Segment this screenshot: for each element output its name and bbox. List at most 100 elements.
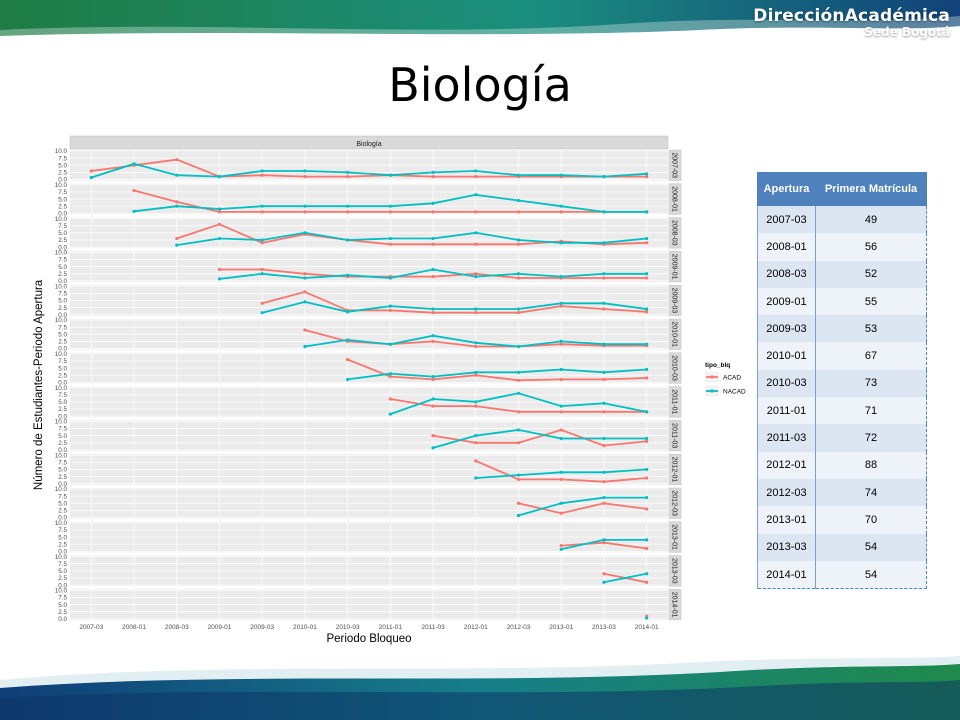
data-point-acad [559,304,563,308]
data-point-acad [431,175,435,179]
table-row: 2008-01 56 [757,233,927,261]
x-tick-label: 2007-03 [79,624,103,631]
data-point-acad [474,272,478,276]
data-point-acad [431,339,435,343]
table-cell-apertura: 2009-01 [757,287,816,316]
data-point-acad [645,241,649,245]
data-point-nacad [559,404,563,408]
data-point-nacad [346,170,350,174]
y-tick-label: 10.0 [55,419,68,426]
data-point-acad [474,175,478,179]
y-tick-label: 2.5 [58,575,67,582]
y-tick-label: 5.0 [58,162,67,169]
legend-label-acad: ACAD [723,375,741,382]
data-point-acad [516,441,521,445]
table-row: 2007-03 49 [757,205,927,234]
data-point-acad [474,459,478,463]
data-point-nacad [388,173,392,177]
data-point-nacad [602,301,606,305]
data-point-acad [388,242,392,246]
y-tick-label: 5.0 [58,399,67,406]
series-line-nacad [432,428,647,449]
data-point-acad [217,267,222,272]
x-tick-label: 2012-03 [507,624,531,631]
panel-strip-label: 2011-03 [671,423,678,448]
panel-strip-label: 2013-01 [671,524,678,550]
data-point-nacad [388,412,392,416]
y-tick-label: 5.0 [58,331,67,338]
table-cell-apertura: 2013-03 [757,533,816,561]
table-cell-apertura: 2008-01 [757,233,816,261]
data-point-nacad [559,367,563,372]
faceted-line-chart: Biología0.02.55.07.510.02007-030.02.55.0… [33,135,746,645]
panel-strip-label: 2010-01 [671,321,678,347]
data-point-acad [559,377,563,382]
data-point-acad [474,242,478,246]
data-point-acad [89,169,93,173]
y-tick-label: 10.0 [55,520,68,527]
data-point-nacad [516,370,521,374]
series-line-acad [91,158,647,178]
data-point-nacad [431,334,435,338]
data-point-acad [474,441,478,445]
data-point-acad [260,267,264,272]
y-tick-label: 7.5 [58,223,67,230]
data-point-acad [260,301,264,305]
panel-strip [668,183,682,215]
x-tick-label: 2012-01 [464,624,488,631]
legend-point-nacad [710,389,714,393]
table-row: 2013-03 54 [757,533,927,561]
data-point-nacad [645,236,649,241]
data-point-acad [559,428,563,432]
data-point-nacad [474,400,478,404]
y-axis-title: Número de Estudiantes-Periodo Apertura [33,279,45,490]
data-point-nacad [303,169,307,173]
table-cell-apertura: 2007-03 [757,205,816,234]
table-cell-primera-matricula: 73 [814,369,927,398]
data-point-nacad [645,172,649,176]
footer-band [0,656,960,720]
data-point-acad [346,175,350,179]
data-point-nacad [645,572,649,576]
data-point-nacad [559,204,563,208]
y-tick-label: 0.0 [58,549,67,556]
data-point-nacad [516,391,521,395]
table-header-apertura: Apertura [757,172,816,206]
data-point-nacad [388,372,392,376]
table-cell-apertura: 2014-01 [757,560,816,589]
y-tick-label: 2.5 [58,609,67,616]
table-cell-primera-matricula: 54 [814,560,927,589]
table-cell-primera-matricula: 70 [814,506,927,534]
data-point-nacad [388,204,392,208]
table-cell-primera-matricula: 49 [814,205,927,234]
table-cell-primera-matricula: 53 [814,315,927,343]
y-tick-label: 0.0 [58,515,67,522]
logo-main-text: DirecciónAcadémica [753,6,950,26]
data-point-nacad [602,370,606,374]
data-point-nacad [260,169,264,173]
y-tick-label: 2.5 [58,372,67,379]
data-point-acad [559,410,563,414]
y-tick-label: 2.5 [58,271,67,278]
y-tick-label: 0.0 [58,346,67,353]
data-point-nacad [260,311,264,315]
data-point-acad [645,376,649,380]
data-point-acad [431,311,435,315]
data-point-acad [516,276,521,280]
table-row: 2012-03 74 [757,478,927,507]
data-point-nacad [346,273,350,277]
y-tick-label: 10.0 [55,351,68,358]
y-tick-label: 7.5 [58,324,67,331]
x-tick-label: 2010-03 [336,624,360,631]
data-point-nacad [474,275,478,279]
data-point-acad [303,290,307,294]
table-header-row: Apertura Primera Matrícula [757,172,928,206]
data-point-nacad [516,238,521,242]
panel-strip-label: 2014-01 [671,592,678,618]
data-point-acad [303,210,307,214]
data-point-nacad [645,538,649,542]
data-point-nacad [602,580,606,584]
data-point-nacad [645,210,649,214]
facet-strip-label: Biología [356,141,381,148]
data-point-nacad [559,501,563,505]
